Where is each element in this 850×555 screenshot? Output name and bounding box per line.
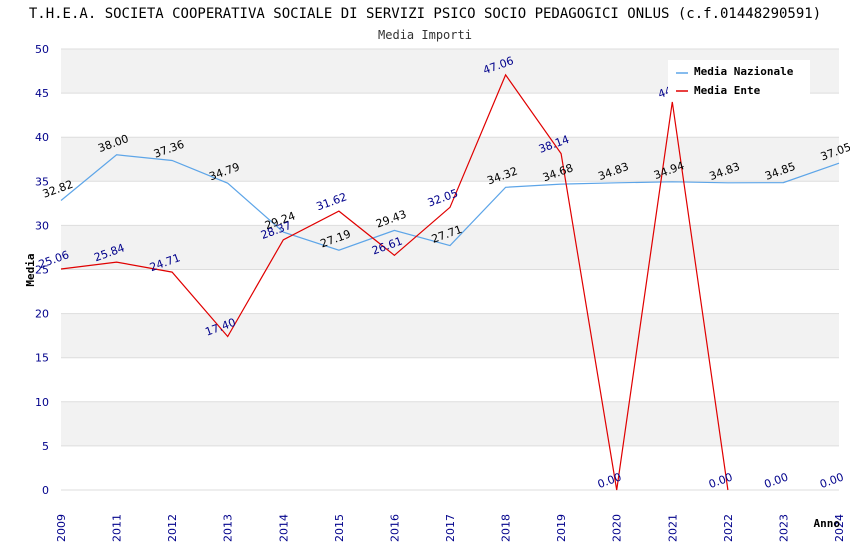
grid-band xyxy=(61,445,839,490)
x-tick-label: 2016 xyxy=(388,514,401,542)
grid-band xyxy=(61,181,839,226)
series-line-media-nazionale xyxy=(60,154,840,251)
x-axis-label: Anno xyxy=(814,517,841,530)
chart-title: T.H.E.A. SOCIETA COOPERATIVA SOCIALE DI … xyxy=(29,6,821,22)
x-tick-label: 2023 xyxy=(777,514,790,542)
y-tick-label: 10 xyxy=(35,396,49,409)
y-tick-label: 35 xyxy=(35,175,49,188)
x-tick-label: 2009 xyxy=(55,514,68,542)
y-tick-label: 15 xyxy=(35,352,49,365)
legend-label-media-ente: Media Ente xyxy=(694,84,761,97)
gridlines xyxy=(61,48,839,491)
grid-band xyxy=(61,269,839,314)
grid-band xyxy=(61,225,839,270)
x-tick-label: 2018 xyxy=(500,514,513,542)
y-tick-label: 0 xyxy=(42,484,49,497)
grid-bands xyxy=(61,49,839,490)
grid-band xyxy=(61,357,839,402)
x-tick-label: 2020 xyxy=(611,514,624,542)
y-tick-label: 20 xyxy=(35,308,49,321)
y-tick-label: 45 xyxy=(35,87,49,100)
x-tick-label: 2015 xyxy=(333,514,346,542)
y-tick-label: 40 xyxy=(35,131,49,144)
y-axis-label: Media xyxy=(24,253,37,286)
series-layer xyxy=(60,73,840,491)
y-tick-label: 25 xyxy=(35,264,49,277)
x-tick-label: 2022 xyxy=(722,514,735,542)
x-tick-label: 2017 xyxy=(444,514,457,542)
legend: Media Nazionale Media Ente xyxy=(668,60,810,98)
chart-subtitle: Media Importi xyxy=(378,28,472,42)
grid-band xyxy=(61,93,839,138)
y-tick-label: 30 xyxy=(35,219,49,232)
legend-label-media-nazionale: Media Nazionale xyxy=(694,65,794,78)
x-tick-label: 2011 xyxy=(111,514,124,542)
x-axis-ticks: 2009 2011 2012 2013 2014 2015 2016 2017 2018 2019… xyxy=(55,514,846,542)
grid-band xyxy=(61,313,839,358)
y-axis-ticks: 0 5 10 15 20 25 30 35 40 45 50 xyxy=(35,43,49,497)
grid-band xyxy=(61,401,839,446)
x-tick-label: 2024 xyxy=(833,514,846,542)
x-tick-label: 2014 xyxy=(277,514,290,542)
grid-band xyxy=(61,137,839,182)
x-tick-label: 2013 xyxy=(222,514,235,542)
x-tick-label: 2019 xyxy=(555,514,568,542)
y-tick-label: 50 xyxy=(35,43,49,56)
legend-box xyxy=(668,60,810,98)
x-tick-label: 2021 xyxy=(666,514,679,542)
y-tick-label: 5 xyxy=(42,440,49,453)
series-line-media-ente xyxy=(60,73,729,491)
x-tick-label: 2012 xyxy=(166,514,179,542)
